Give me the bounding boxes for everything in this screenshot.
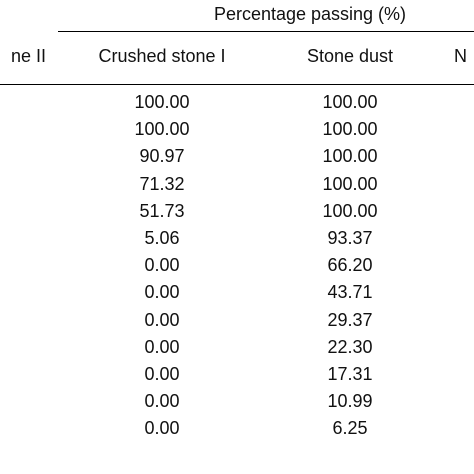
cell-crushed-stone-i: 100.00 (134, 92, 190, 112)
cell-crushed-stone-i: 5.06 (144, 227, 180, 248)
column-header-stone-dust: Stone dust (306, 46, 394, 66)
cell-stone-dust: 100.00 (322, 146, 378, 167)
header-rule (0, 84, 474, 85)
cell-crushed-stone-i: 71.32 (139, 173, 185, 194)
cell-crushed-stone-i: 0.00 (144, 255, 180, 276)
column-header-crushed-stone-i: Crushed stone I (98, 46, 226, 66)
table-row: 71.32 100.00 (0, 171, 474, 198)
cell-stone-dust: 93.37 (327, 227, 373, 248)
column-header-next: N (454, 46, 467, 66)
table-row: 0.00 43.71 (0, 279, 474, 306)
cell-crushed-stone-i: 0.00 (144, 336, 180, 357)
table-row: 0.00 10.99 (0, 388, 474, 415)
table-row: 100.00 100.00 (0, 89, 474, 116)
table-row: 90.97 100.00 (0, 143, 474, 170)
cell-stone-dust: 66.20 (327, 255, 373, 276)
cell-stone-dust: 100.00 (322, 173, 378, 194)
cell-crushed-stone-i: 0.00 (144, 391, 180, 412)
cell-stone-dust: 29.37 (327, 309, 373, 330)
table-row: 0.00 17.31 (0, 361, 474, 388)
table-row: 0.00 66.20 (0, 252, 474, 279)
cell-crushed-stone-i: 0.00 (144, 309, 180, 330)
table-row: 0.00 6.25 (0, 415, 474, 442)
cell-stone-dust: 100.00 (322, 92, 378, 112)
column-header-crushed-stone-ii: ne II (10, 46, 46, 66)
cell-crushed-stone-i: 0.00 (144, 418, 180, 439)
cell-stone-dust: 17.31 (327, 363, 373, 384)
table-row: 100.00 100.00 (0, 116, 474, 143)
cell-stone-dust: 100.00 (322, 119, 378, 140)
cell-crushed-stone-i: 90.97 (139, 146, 185, 167)
cell-stone-dust: 10.99 (327, 391, 373, 412)
table-row: 51.73 100.00 (0, 198, 474, 225)
cell-crushed-stone-i: 0.00 (144, 363, 180, 384)
cell-stone-dust: 22.30 (327, 336, 373, 357)
table-row: 0.00 22.30 (0, 334, 474, 361)
cell-stone-dust: 43.71 (327, 282, 373, 303)
cell-crushed-stone-i: 0.00 (144, 282, 180, 303)
cell-stone-dust: 6.25 (332, 418, 368, 439)
table-row: 0.00 29.37 (0, 307, 474, 334)
table-body: 100.00 100.00 100.00 100.00 90.97 100.00… (0, 89, 474, 442)
cell-crushed-stone-i: 51.73 (139, 200, 185, 221)
group-header-rule (58, 31, 474, 32)
table-row: 5.06 93.37 (0, 225, 474, 252)
cell-crushed-stone-i: 100.00 (134, 119, 190, 140)
cell-stone-dust: 100.00 (322, 200, 378, 221)
group-header-percentage-passing: Percentage passing (%) (213, 4, 407, 24)
